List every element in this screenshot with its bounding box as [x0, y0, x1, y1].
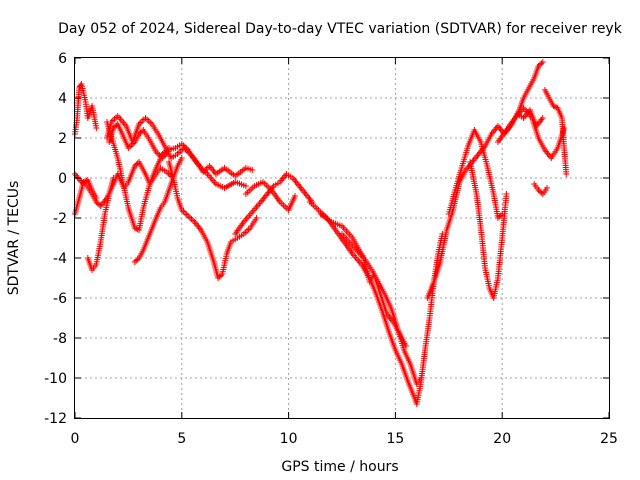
data-point [503, 191, 510, 197]
data-point [110, 175, 117, 181]
y-tick-label: 4 [58, 91, 67, 107]
data-point [111, 123, 118, 130]
y-tick-label: 6 [58, 51, 67, 67]
data-point [535, 63, 542, 69]
y-tick-label: -4 [53, 251, 67, 267]
data-point [77, 82, 84, 89]
axis-ticks [74, 57, 610, 419]
series-sat-m [317, 211, 425, 387]
series-sat-t [531, 181, 551, 197]
data-point [178, 155, 185, 161]
chart-title: Day 052 of 2024, Sidereal Day-to-day VTE… [58, 21, 623, 37]
series-sat-b [72, 177, 100, 217]
y-tick-label: 2 [58, 131, 67, 147]
series-sat-l [306, 199, 446, 407]
series-sat-i [165, 159, 260, 281]
data-point [133, 225, 140, 232]
data-point [249, 167, 256, 173]
x-axis-label: GPS time / hours [281, 459, 398, 475]
data-point [292, 193, 299, 199]
data-point [134, 256, 141, 263]
x-tick-label: 5 [177, 431, 186, 447]
data-point [496, 213, 503, 220]
data-point [93, 125, 100, 131]
data-point [536, 188, 543, 195]
data-point [131, 163, 138, 169]
data-point [538, 60, 545, 67]
data-point [538, 189, 545, 196]
data-point [133, 161, 140, 168]
data-point [539, 115, 546, 121]
data-point [93, 195, 100, 201]
series-sat-g [104, 119, 172, 233]
x-tick-label: 25 [600, 431, 618, 447]
series-sat-n [339, 231, 410, 349]
series-sat-q [467, 159, 510, 301]
x-tick-label: 15 [386, 431, 404, 447]
data-point [217, 272, 224, 279]
data-point [403, 343, 410, 349]
data-point [216, 273, 223, 280]
series-sat-s [509, 59, 546, 125]
data-point [165, 145, 172, 151]
grid [75, 58, 609, 418]
data-point [539, 59, 546, 65]
data-point [136, 131, 143, 137]
series-sat-p [445, 127, 506, 221]
plot-frame [74, 57, 610, 419]
series-sat-h [131, 155, 185, 265]
data-point [137, 129, 144, 136]
y-axis-label: SDTVAR / TECUs [6, 181, 22, 296]
data-point [563, 171, 570, 177]
data-point [133, 257, 140, 264]
y-tick-label: -6 [53, 291, 67, 307]
data-point [550, 103, 557, 109]
x-tick-label: 10 [280, 431, 298, 447]
y-tick-label: -8 [53, 331, 67, 347]
data-point [80, 179, 87, 185]
series-sat-r [494, 105, 568, 161]
data-point [551, 103, 558, 110]
data-point [138, 128, 145, 135]
x-tick-label: 20 [493, 431, 511, 447]
data-point [242, 183, 249, 189]
data-point [497, 212, 504, 219]
data-point [494, 215, 501, 221]
data-point [131, 259, 138, 265]
series-sat-c [72, 81, 100, 137]
y-tick-label: 0 [58, 171, 67, 187]
data-point [81, 178, 88, 185]
series-sat-j [232, 171, 316, 237]
data-point [544, 185, 551, 191]
data-point [418, 375, 425, 381]
y-tick-label: -12 [44, 411, 67, 427]
data-point [535, 187, 542, 193]
y-tick-label: -10 [44, 371, 67, 387]
y-tick-label: -2 [53, 211, 67, 227]
data-point [215, 275, 222, 281]
series-sat-f [106, 121, 249, 191]
series-sat-d [84, 175, 117, 273]
data-point [253, 215, 260, 221]
x-tick-label: 0 [71, 431, 80, 447]
data-point [536, 61, 543, 68]
series-sat-o [424, 107, 546, 301]
series-sat-u [541, 87, 570, 177]
tick-labels: 0 5 10 15 20 25 -12 -10 -8 -6 -4 -2 0 2 4 6 [44, 51, 618, 447]
series-sat-k [242, 179, 299, 213]
data-points [72, 59, 570, 407]
data-point [94, 200, 101, 207]
